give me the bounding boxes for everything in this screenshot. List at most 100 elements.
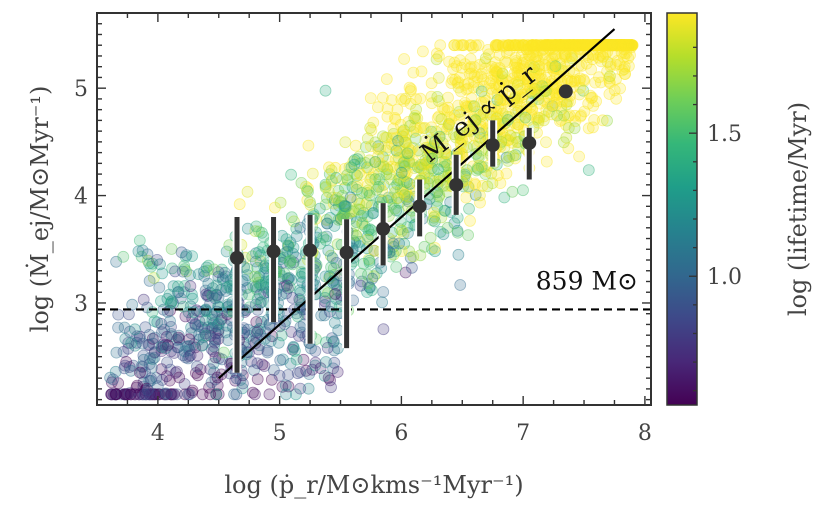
scatter-point [497,40,510,53]
scatter-point [251,373,264,386]
scatter-point [562,122,575,134]
scatter-point [441,105,454,117]
scatter-point [619,39,632,52]
scatter-point [215,312,228,325]
scatter-point [352,203,365,216]
scatter-point [251,261,264,274]
scatter-point [606,39,619,52]
scatter-point [161,388,174,401]
scatter-point [159,388,172,401]
scatter-point [236,382,249,395]
scatter-point [535,40,548,53]
scatter-point [572,39,584,52]
scatter-point [159,387,172,400]
scatter-point [180,340,193,353]
scatter-point [491,94,504,106]
scatter-point [456,133,469,146]
median-point [303,214,318,344]
scatter-point [470,147,483,160]
scatter-point [452,81,465,94]
scatter-point [353,150,366,163]
scatter-point [137,293,150,306]
scatter-point [496,107,509,120]
scatter-point [201,321,214,334]
scatter-point [553,39,566,52]
scatter-point [394,118,407,131]
scatter-point [110,346,123,359]
scatter-point [491,88,504,101]
scatter-point [458,79,471,91]
scatter-point [129,388,142,401]
scatter-point [209,351,222,364]
axes-frame [96,12,652,406]
scatter-point [369,136,382,149]
scatter-point [393,141,406,154]
scatter-point [530,39,542,52]
scatter-point [314,237,327,250]
scatter-point [441,123,454,136]
scatter-point [399,148,412,161]
scatter-point [485,167,498,180]
scatter-point [409,132,422,145]
scatter-point [606,39,618,52]
scatter-point [320,191,333,204]
scatter-point [545,108,558,121]
scatter-point [501,56,513,69]
scatter-point [280,279,293,292]
scatter-point [289,388,302,401]
scatter-point [623,39,635,52]
scatter-point [170,334,183,346]
scatter-point [282,272,295,285]
scatter-point [392,134,405,147]
scatter-point [551,92,563,105]
scatter-point [182,352,195,365]
scatter-point [508,93,521,105]
scatter-point [136,244,149,257]
scatter-point [141,384,154,396]
scatter-point [495,74,508,87]
scatter-point [493,80,506,93]
scatter-point [130,381,143,394]
scatter-point [560,39,572,52]
scatter-point [587,49,600,61]
scatter-point [463,39,476,52]
scatter-point [461,124,474,137]
scatter-point [442,101,455,114]
scatter-point [585,92,598,104]
scatter-point [369,173,382,186]
scatter-point [512,104,525,117]
scatter-point [136,367,149,380]
scatter-point [465,39,478,52]
scatter-point [147,337,160,350]
scatter-point [382,191,395,204]
scatter-point [381,163,394,176]
scatter-point [471,161,484,174]
scatter-point [541,39,553,52]
scatter-point [172,341,185,354]
scatter-point [273,369,286,382]
scatter-point [278,251,291,264]
scatter-point [560,39,573,52]
scatter-point [200,288,213,301]
scatter-point [297,353,310,366]
scatter-point [135,360,148,373]
scatter-point [460,191,472,204]
scatter-point [492,79,505,92]
scatter-point [325,174,338,187]
scatter-point [108,388,120,401]
scatter-point [607,39,619,52]
scatter-point [621,39,633,52]
scatter-point [153,388,166,401]
scatter-point [336,189,349,202]
scatter-point [167,388,179,401]
scatter-point [212,301,225,314]
scatter-point [509,91,521,104]
scatter-point [447,128,460,141]
scatter-point [364,140,377,153]
scatter-point [500,134,513,147]
scatter-point [165,330,178,343]
scatter-point [212,270,225,283]
median-marker [266,244,281,259]
scatter-point [393,152,405,165]
scatter-point [203,381,216,394]
